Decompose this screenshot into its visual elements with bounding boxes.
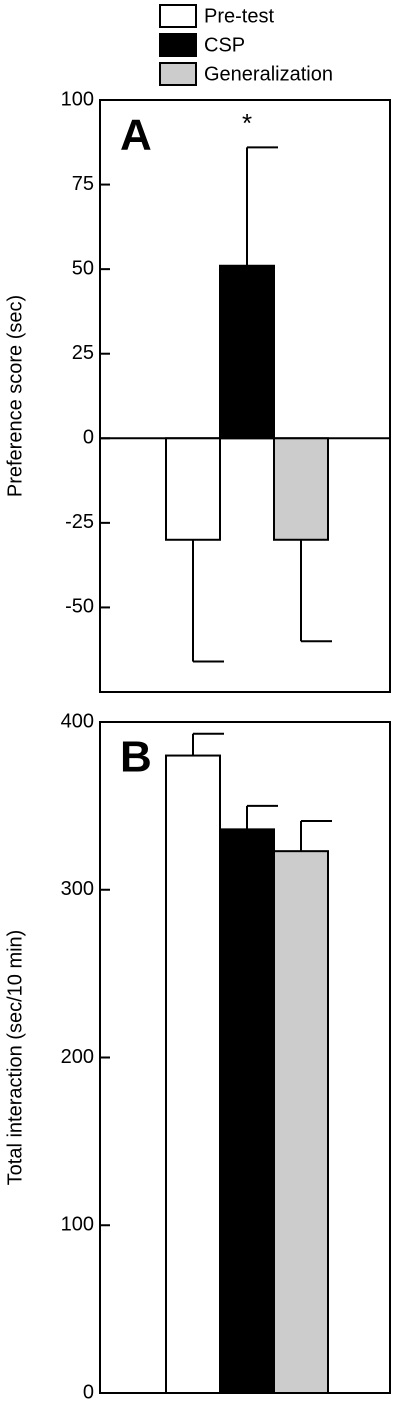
- bar: [219, 828, 275, 1394]
- y-tick-label: 400: [61, 710, 94, 732]
- y-tick-label: 100: [61, 88, 94, 110]
- y-axis-label: Preference score (sec): [4, 295, 26, 497]
- y-tick-label: -50: [65, 596, 94, 618]
- y-tick-label: 0: [83, 427, 94, 449]
- legend-label: CSP: [204, 34, 245, 56]
- bar: [273, 437, 329, 541]
- y-tick-label: 75: [72, 173, 94, 195]
- y-axis-label: Total interaction (sec/10 min): [4, 930, 26, 1186]
- y-tick-label: 25: [72, 342, 94, 364]
- legend-label: Pre-test: [204, 5, 274, 27]
- significance-marker: *: [242, 108, 252, 138]
- y-tick-label: 50: [72, 257, 94, 279]
- y-tick-label: -25: [65, 511, 94, 533]
- legend-swatch: [159, 33, 197, 57]
- y-tick-label: 200: [61, 1046, 94, 1068]
- bar: [219, 264, 275, 440]
- legend-swatch: [159, 4, 197, 28]
- panel-label: B: [120, 733, 152, 782]
- y-tick-label: 0: [83, 1381, 94, 1403]
- y-tick-label: 100: [61, 1214, 94, 1236]
- bar: [165, 437, 221, 541]
- plot-frame: [99, 99, 391, 693]
- bar: [273, 850, 329, 1394]
- bar: [165, 754, 221, 1394]
- legend-swatch: [159, 62, 197, 86]
- y-tick-label: 300: [61, 878, 94, 900]
- panel-label: A: [120, 111, 152, 160]
- legend-label: Generalization: [204, 63, 333, 85]
